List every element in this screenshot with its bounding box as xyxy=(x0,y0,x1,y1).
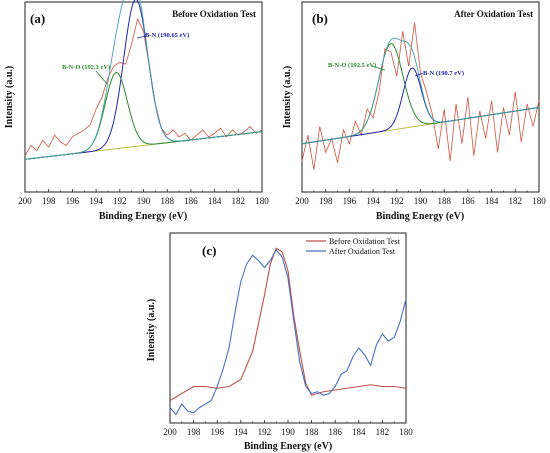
xtick-label: 184 xyxy=(208,196,222,206)
panel-b-annotation-bno-arrow xyxy=(371,65,386,71)
xtick-label: 188 xyxy=(160,196,174,206)
panel-b-ylabel: Intensity (a.u.) xyxy=(282,66,293,129)
series-line xyxy=(169,247,407,401)
panel-b-frame xyxy=(301,1,540,193)
panel-a-curves xyxy=(24,0,263,160)
xtick-label: 196 xyxy=(66,196,80,206)
xtick-label: 190 xyxy=(137,196,151,206)
panel-a: (a) Before Oxidation Test Binding Energy… xyxy=(4,0,269,222)
xtick-label: 194 xyxy=(89,196,103,206)
xtick-label: 198 xyxy=(187,427,201,437)
panel-b-annotation-bn-text: B-N (190.7 eV) xyxy=(423,70,464,77)
raw-spectrum-line xyxy=(24,18,263,157)
xtick-label: 186 xyxy=(184,196,198,206)
xtick-label: 192 xyxy=(113,196,127,206)
fitted-peak-line xyxy=(24,72,263,160)
panel-b-xticks: 200 198 196 194 192 190 188 186 184 182 180 xyxy=(295,189,546,206)
xtick-label: 196 xyxy=(343,196,357,206)
xtick-label: 182 xyxy=(509,196,523,206)
panel-c-ylabel: Intensity (a.u.) xyxy=(146,299,157,362)
panel-b-annotation-bno: B-N-O (192.5 eV) xyxy=(328,62,386,71)
panel-a-annotation-bn-text: B-N (190.65 eV) xyxy=(145,32,189,39)
panel-a-ylabel: Intensity (a.u.) xyxy=(4,66,15,129)
panel-c-curves xyxy=(169,247,407,416)
legend-label-before: Before Oxidation Test xyxy=(329,237,401,246)
xtick-label: 188 xyxy=(305,427,319,437)
xtick-label: 192 xyxy=(390,196,404,206)
panel-a-annotation-bno-text: B-N-O (192.3 eV) xyxy=(62,64,110,71)
panel-c-xticks: 200 198 196 194 192 190 188 186 184 182 180 xyxy=(163,420,413,437)
xtick-label: 200 xyxy=(18,196,32,206)
fit-envelope-line xyxy=(301,37,540,145)
xtick-label: 198 xyxy=(319,196,333,206)
panel-a-xticks: 200 198 196 194 192 190 188 186 184 182 180 xyxy=(18,189,269,206)
xtick-label: 182 xyxy=(232,196,246,206)
panel-b-title: After Oxidation Test xyxy=(454,9,533,19)
panel-c-xlabel: Binding Energy (eV) xyxy=(244,441,332,452)
panel-b: (b) After Oxidation Test Binding Energy … xyxy=(282,1,546,222)
fitted-peak-line xyxy=(301,67,540,145)
xtick-label: 186 xyxy=(461,196,475,206)
xtick-label: 180 xyxy=(532,196,546,206)
panel-a-title: Before Oxidation Test xyxy=(172,9,256,19)
panel-b-annotation-bn-arrow xyxy=(414,72,424,77)
xtick-label: 180 xyxy=(399,427,413,437)
xtick-label: 182 xyxy=(376,427,390,437)
xtick-label: 200 xyxy=(163,427,177,437)
panel-a-annotation-bno-arrow xyxy=(95,70,108,85)
series-line xyxy=(169,249,407,416)
panel-c-frame xyxy=(169,232,407,424)
xtick-label: 200 xyxy=(295,196,309,206)
xtick-label: 184 xyxy=(352,427,366,437)
xtick-label: 194 xyxy=(234,427,248,437)
panel-a-annotation-bno: B-N-O (192.3 eV) xyxy=(62,64,110,85)
panel-a-annotation-bn-arrow xyxy=(136,35,147,39)
panel-a-xlabel: Binding Energy (eV) xyxy=(99,211,187,222)
panel-c-legend: Before Oxidation Test After Oxidation Te… xyxy=(306,237,401,256)
xtick-label: 198 xyxy=(42,196,56,206)
xtick-label: 190 xyxy=(414,196,428,206)
xtick-label: 186 xyxy=(328,427,342,437)
panel-a-label: (a) xyxy=(30,11,45,26)
panel-c-label: (c) xyxy=(202,243,216,258)
panel-b-xlabel: Binding Energy (eV) xyxy=(376,211,464,222)
panel-b-label: (b) xyxy=(312,11,328,26)
panel-c: (c) Binding Energy (eV) Intensity (a.u.)… xyxy=(146,232,413,452)
xtick-label: 194 xyxy=(366,196,380,206)
panel-b-curves xyxy=(301,22,540,170)
panel-a-annotation-bn: B-N (190.65 eV) xyxy=(136,32,189,39)
panel-b-annotation-bno-text: B-N-O (192.5 eV) xyxy=(328,62,376,69)
raw-spectrum-line xyxy=(301,22,540,170)
xtick-label: 184 xyxy=(485,196,499,206)
fit-envelope-line xyxy=(24,0,263,160)
xtick-label: 188 xyxy=(437,196,451,206)
fitted-peak-line xyxy=(301,43,540,145)
legend-label-after: After Oxidation Test xyxy=(329,247,396,256)
xtick-label: 190 xyxy=(281,427,295,437)
panel-b-annotation-bn: B-N (190.7 eV) xyxy=(414,70,464,77)
xtick-label: 192 xyxy=(258,427,272,437)
xtick-label: 196 xyxy=(210,427,224,437)
xtick-label: 180 xyxy=(255,196,269,206)
